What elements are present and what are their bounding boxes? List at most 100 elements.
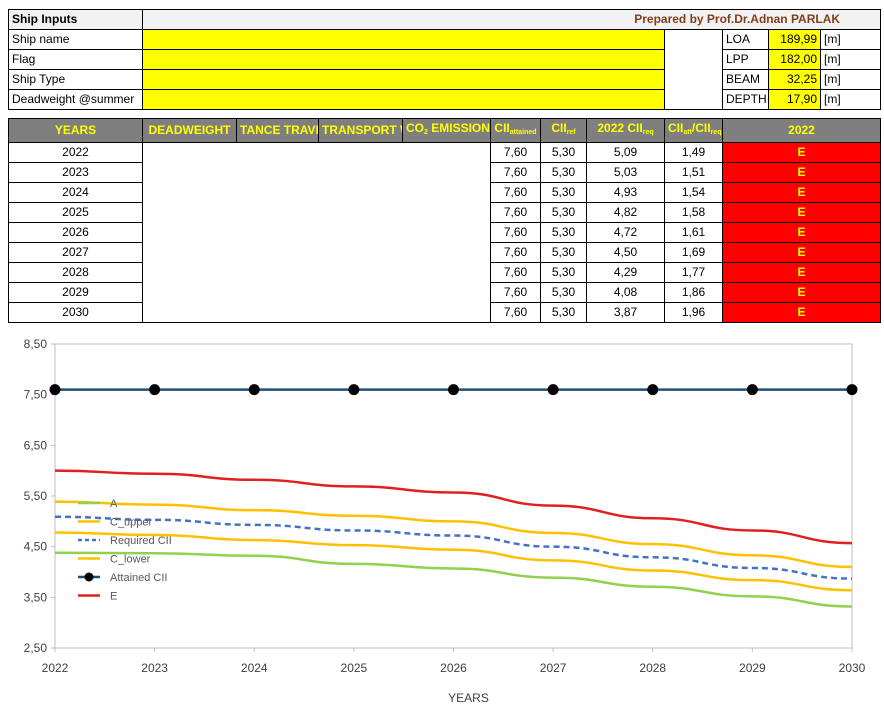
depth-value[interactable]: 17,90 <box>768 89 821 110</box>
table-row: 2024 7,60 5,30 4,93 1,54 E <box>8 182 881 203</box>
legend-label: C_upper <box>110 517 153 529</box>
rating-cell: E <box>722 142 881 163</box>
flag-input[interactable] <box>142 49 665 70</box>
rating-cell: E <box>722 302 881 323</box>
year-cell: 2030 <box>8 302 143 323</box>
attained-point <box>248 384 260 396</box>
series-line-required-cii <box>54 515 853 580</box>
y-tick-label: 6,50 <box>24 438 48 452</box>
cii-line-chart: 2,50 3,50 4,50 5,50 6,50 7,50 8,50 2022 2023 2024… <box>24 337 866 705</box>
cii-attained-cell: 7,60 <box>490 142 541 163</box>
lpp-label: LPP <box>722 49 769 70</box>
cii-ref-cell: 5,30 <box>540 242 587 263</box>
table-row: 2027 7,60 5,30 4,50 1,69 E <box>8 242 881 263</box>
cii-ratio-cell: 1,49 <box>664 142 723 163</box>
ship-inputs-title: Ship Inputs <box>8 9 143 30</box>
loa-value[interactable]: 189,99 <box>768 29 821 50</box>
loa-unit: [m] <box>819 29 882 50</box>
beam-label: BEAM <box>722 69 769 90</box>
x-tick-label: 2029 <box>739 661 766 675</box>
attained-point <box>49 384 61 396</box>
cii-required-cell: 4,93 <box>586 182 665 203</box>
cii-required-cell: 4,82 <box>586 202 665 223</box>
year-cell: 2022 <box>8 142 143 163</box>
cii-ratio-cell: 1,51 <box>664 162 723 183</box>
header-distance: TANCE TRAVELLED <box>236 118 319 143</box>
lpp-value[interactable]: 182,00 <box>768 49 821 70</box>
cii-ratio-cell: 1,77 <box>664 262 723 283</box>
attained-point <box>547 384 559 396</box>
rating-cell: E <box>722 282 881 303</box>
y-tick-label: 5,50 <box>24 489 48 503</box>
table-row: 2025 7,60 5,30 4,82 1,58 E <box>8 202 881 223</box>
cii-attained-cell: 7,60 <box>490 282 541 303</box>
cii-attained-cell: 7,60 <box>490 182 541 203</box>
attained-point <box>647 384 659 396</box>
attained-point <box>746 384 758 396</box>
rating-cell: E <box>722 182 881 203</box>
ship-inputs-table: Ship Inputs Prepared by Prof.Dr.Adnan PA… <box>8 9 882 110</box>
cii-ref-cell: 5,30 <box>540 222 587 243</box>
attained-point <box>448 384 459 396</box>
flag-label: Flag <box>8 49 143 70</box>
attained-point <box>149 384 161 396</box>
header-deadweight: DEADWEIGHT <box>142 118 237 143</box>
cii-required-cell: 5,03 <box>586 162 665 183</box>
x-tick-label: 2028 <box>639 661 666 675</box>
x-tick-label: 2030 <box>839 661 866 675</box>
rating-cell: E <box>722 242 881 263</box>
cii-required-cell: 3,87 <box>586 302 665 323</box>
deadweight-input[interactable] <box>142 89 665 110</box>
series-line-a <box>54 551 853 608</box>
y-tick-label: 2,50 <box>24 641 48 655</box>
cii-ref-cell: 5,30 <box>540 282 587 303</box>
chart-legend: A C_upper Required CII C_lower Attained CII E <box>78 498 172 603</box>
ship-name-label: Ship name <box>8 29 143 50</box>
beam-value[interactable]: 32,25 <box>768 69 821 90</box>
cii-required-cell: 4,72 <box>586 222 665 243</box>
series-line-c-upper <box>54 500 853 569</box>
cii-ref-cell: 5,30 <box>540 262 587 283</box>
cii-required-cell: 4,50 <box>586 242 665 263</box>
attained-point <box>846 384 858 396</box>
year-cell: 2023 <box>8 162 143 183</box>
cii-attained-cell: 7,60 <box>490 222 541 243</box>
header-rating: 2022 <box>722 118 881 143</box>
attained-point <box>348 384 360 396</box>
cii-ratio-cell: 1,86 <box>664 282 723 303</box>
table-row: 2023 7,60 5,30 5,03 1,51 E <box>8 162 881 183</box>
cii-ratio-cell: 1,69 <box>664 242 723 263</box>
header-cii-required: 2022 CIIreq <box>586 118 665 143</box>
cii-ratio-cell: 1,96 <box>664 302 723 323</box>
cii-attained-cell: 7,60 <box>490 242 541 263</box>
header-co2-emission: CO2 EMISSION <box>402 118 491 143</box>
cii-required-cell: 5,09 <box>586 142 665 163</box>
rating-cell: E <box>722 162 881 183</box>
header-cii-ref: CIIref <box>540 118 587 143</box>
cii-ratio-cell: 1,54 <box>664 182 723 203</box>
chart-series <box>49 384 858 608</box>
cii-required-cell: 4,29 <box>586 262 665 283</box>
loa-label: LOA <box>722 29 769 50</box>
cii-required-cell: 4,08 <box>586 282 665 303</box>
ship-type-input[interactable] <box>142 69 665 90</box>
y-tick-label: 8,50 <box>24 337 48 351</box>
cii-ref-cell: 5,30 <box>540 142 587 163</box>
rating-cell: E <box>722 202 881 223</box>
cii-attained-cell: 7,60 <box>490 162 541 183</box>
x-tick-label: 2025 <box>341 661 368 675</box>
legend-label: Required CII <box>110 535 172 547</box>
y-tick-label: 7,50 <box>24 388 48 402</box>
cii-attained-cell: 7,60 <box>490 262 541 283</box>
cii-ref-cell: 5,30 <box>540 302 587 323</box>
header-cii-ratio: CIIatt/CIIreq <box>664 118 723 143</box>
ship-name-input[interactable] <box>142 29 665 50</box>
legend-marker <box>84 572 94 582</box>
y-tick-label: 4,50 <box>24 540 48 554</box>
ship-type-label: Ship Type <box>8 69 143 90</box>
table-row: 2026 7,60 5,30 4,72 1,61 E <box>8 222 881 243</box>
cii-ref-cell: 5,30 <box>540 182 587 203</box>
cii-attained-cell: 7,60 <box>490 302 541 323</box>
x-tick-label: 2022 <box>42 661 69 675</box>
beam-unit: [m] <box>819 69 882 90</box>
